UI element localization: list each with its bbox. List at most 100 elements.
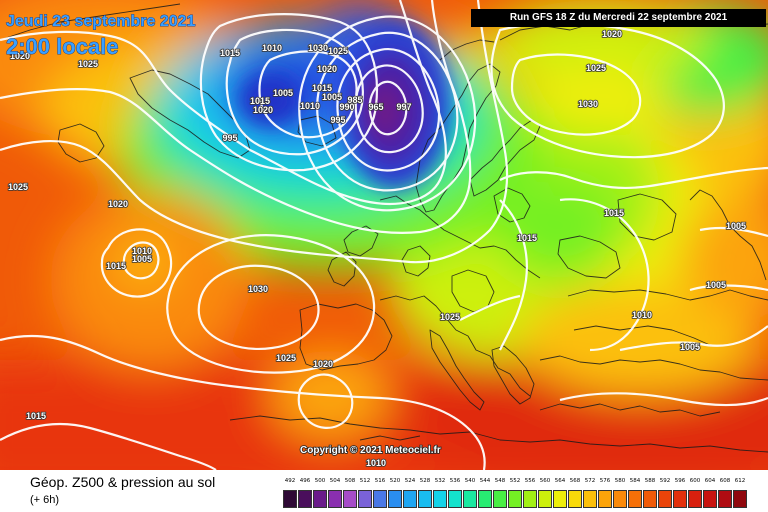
isobar-label: 1030 [578, 99, 598, 109]
isobar-label: 1025 [276, 353, 296, 363]
isobar-label: 985 [347, 95, 362, 105]
scale-tick-label: 560 [539, 478, 551, 484]
geopotential-field [0, 0, 768, 470]
isobar-label: 1025 [78, 59, 98, 69]
scale-swatch [433, 490, 447, 508]
isobar-label: 1005 [132, 254, 152, 264]
scale-swatch [598, 490, 612, 508]
scale-tick-label: 524 [404, 478, 416, 484]
scale-swatch [643, 490, 657, 508]
forecast-local-time: 2:00 locale [6, 34, 119, 59]
scale-swatch [688, 490, 702, 508]
isobar-label: 1020 [10, 51, 30, 61]
scale-tick-label: 548 [494, 478, 506, 484]
scale-swatch [373, 490, 387, 508]
isobar-label: 1005 [726, 221, 746, 231]
isobar-label: 990 [339, 102, 354, 112]
scale-swatch [343, 490, 357, 508]
isobar-label: 995 [330, 115, 345, 125]
scale-tick-label: 612 [734, 478, 746, 484]
scale-swatch [658, 490, 672, 508]
isobar-label: 1020 [602, 29, 622, 39]
scale-tick-label: 600 [689, 478, 701, 484]
isobar-label: 1010 [366, 458, 386, 468]
isobar-label: 1015 [26, 411, 46, 421]
isobar-label: 1010 [632, 310, 652, 320]
scale-swatch [463, 490, 477, 508]
isobar-label: 1025 [586, 63, 606, 73]
isobar-label: 997 [396, 102, 411, 112]
scale-swatch [478, 490, 492, 508]
model-run-banner: Run GFS 18 Z du Mercredi 22 septembre 20… [471, 9, 766, 27]
isobar-label: 1015 [106, 261, 126, 271]
scale-tick-label: 576 [599, 478, 611, 484]
isobar-label: 1005 [322, 92, 342, 102]
scale-tick-label: 596 [674, 478, 686, 484]
scale-tick-label: 568 [569, 478, 581, 484]
scale-swatch [298, 490, 312, 508]
forecast-date: Jeudi 23 septembre 2021 [6, 13, 196, 30]
color-scale: 492 496 500 504 508 512 516 520 524 528 532 536 540 5… [283, 478, 753, 510]
isobar-label: 1030 [308, 43, 328, 53]
isobar-label: 1015 [604, 208, 624, 218]
scale-tick-label: 532 [434, 478, 446, 484]
scale-tick-label: 504 [329, 478, 341, 484]
scale-tick-label: 584 [629, 478, 641, 484]
scale-tick-label: 580 [614, 478, 626, 484]
scale-swatch [523, 490, 537, 508]
isobar-label: 1005 [706, 280, 726, 290]
scale-swatch [388, 490, 402, 508]
scale-swatch [553, 490, 567, 508]
scale-swatch [628, 490, 642, 508]
copyright-notice: Copyright © 2021 Meteociel.fr [300, 445, 441, 456]
isobar-label: 1025 [8, 182, 28, 192]
isobar-label: 1005 [680, 342, 700, 352]
scale-swatch [493, 490, 507, 508]
legend-footer: Géop. Z500 & pression au sol (+ 6h) 492 4… [0, 470, 768, 512]
scale-swatch [568, 490, 582, 508]
scale-swatch [358, 490, 372, 508]
isobar-label: 1005 [273, 88, 293, 98]
scale-swatch [283, 490, 297, 508]
scale-tick-label: 496 [299, 478, 311, 484]
scale-tick-label: 572 [584, 478, 596, 484]
scale-swatch [403, 490, 417, 508]
scale-swatch [733, 490, 747, 508]
scale-swatch [328, 490, 342, 508]
scale-swatch [613, 490, 627, 508]
scale-swatch [703, 490, 717, 508]
scale-tick-label: 556 [524, 478, 536, 484]
legend-title: Géop. Z500 & pression au sol [30, 474, 216, 490]
scale-tick-label: 540 [464, 478, 476, 484]
scale-swatch [313, 490, 327, 508]
scale-tick-label: 604 [704, 478, 716, 484]
scale-tick-label: 608 [719, 478, 731, 484]
isobar-label: 1015 [312, 83, 332, 93]
isobar-label: 965 [368, 102, 383, 112]
scale-tick-label: 508 [344, 478, 356, 484]
scale-swatch [418, 490, 432, 508]
scale-tick-label: 544 [479, 478, 491, 484]
isobar-label: 1015 [250, 96, 270, 106]
isobar-label: 1020 [108, 199, 128, 209]
scale-tick-label: 536 [449, 478, 461, 484]
scale-swatch [583, 490, 597, 508]
legend-subtitle: (+ 6h) [30, 494, 60, 506]
isobar-label: 1025 [440, 312, 460, 322]
isobar-label: 995 [222, 133, 237, 143]
scale-swatch [538, 490, 552, 508]
scale-tick-label: 512 [359, 478, 371, 484]
isobar-label: 1030 [248, 284, 268, 294]
isobar-label: 1010 [132, 246, 152, 256]
scale-swatch [673, 490, 687, 508]
isobar-label: 1010 [300, 101, 320, 111]
scale-swatch [718, 490, 732, 508]
scale-swatch [508, 490, 522, 508]
scale-tick-label: 592 [659, 478, 671, 484]
isobar-label: 1020 [313, 359, 333, 369]
isobar-label: 1015 [220, 48, 240, 58]
scale-tick-label: 492 [284, 478, 296, 484]
